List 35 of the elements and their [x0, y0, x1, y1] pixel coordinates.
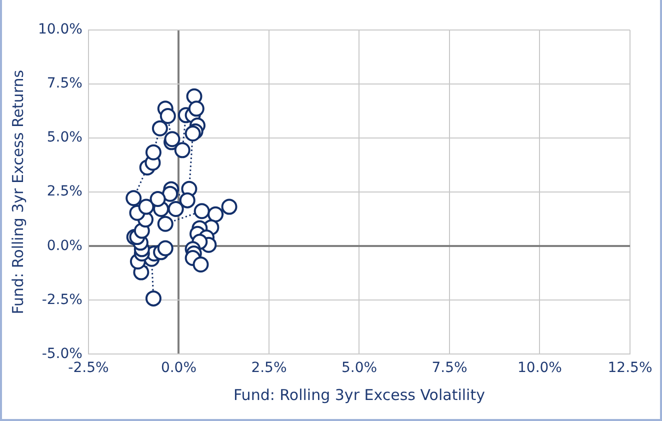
- y-tick-label: -5.0%: [42, 346, 82, 362]
- point: [157, 240, 174, 256]
- point: [145, 144, 162, 160]
- x-axis-title: Fund: Rolling 3yr Excess Volatility: [233, 386, 486, 404]
- point: [221, 198, 238, 215]
- point: [160, 108, 176, 124]
- y-tick-label: 0.0%: [46, 238, 82, 254]
- point: [152, 120, 168, 136]
- point: [188, 100, 204, 117]
- x-tick-label: 5.0%: [341, 360, 378, 376]
- y-axis-title: Fund: Rolling 3yr Excess Returns: [8, 70, 27, 314]
- x-tick-label: 7.5%: [432, 360, 468, 376]
- point: [162, 186, 178, 202]
- point: [179, 192, 196, 208]
- x-tick-label: -2.5%: [68, 360, 109, 376]
- y-tick-label: 2.5%: [46, 184, 82, 200]
- y-tick-label: 5.0%: [46, 130, 82, 146]
- x-tick-label: 0.0%: [160, 360, 197, 376]
- point: [192, 256, 209, 273]
- point: [138, 198, 154, 215]
- point: [126, 190, 142, 206]
- x-tick-label: 12.5%: [608, 360, 652, 376]
- y-tick-label: -2.5%: [42, 292, 82, 308]
- point: [208, 206, 224, 222]
- x-tick-label: 10.0%: [518, 360, 562, 376]
- point: [145, 290, 162, 306]
- x-tick-label: 2.5%: [251, 360, 287, 376]
- point: [164, 131, 180, 148]
- point: [194, 203, 210, 220]
- point: [150, 191, 166, 208]
- y-tick-label: 10.0%: [38, 22, 82, 38]
- point: [157, 216, 174, 232]
- point: [168, 200, 184, 217]
- point: [174, 142, 190, 158]
- y-tick-label: 7.5%: [46, 76, 82, 92]
